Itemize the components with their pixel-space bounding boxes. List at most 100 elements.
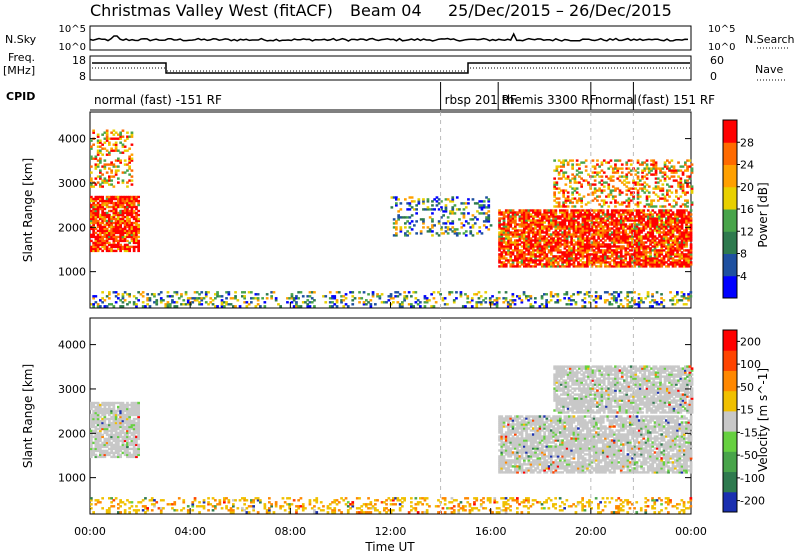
data-cell [110,427,113,431]
data-cell [679,179,683,182]
data-cell [637,209,641,212]
data-cell [112,413,116,417]
data-cell [662,263,666,266]
date-range: 25/Dec/2015 – 26/Dec/2015 [448,1,672,20]
data-cell [545,245,549,248]
data-cell [670,191,674,194]
data-cell [565,239,569,242]
data-cell [550,225,553,228]
data-cell [655,263,659,266]
data-cell [523,447,526,450]
data-cell [687,237,691,240]
data-cell [502,215,506,218]
data-cell [617,251,621,254]
data-cell [677,185,680,188]
data-cell [559,223,562,226]
data-cell [608,217,612,220]
data-cell [90,205,93,209]
data-cell [509,263,513,266]
data-cell [498,459,501,462]
data-cell [96,163,100,166]
data-cell [541,213,544,216]
data-cell [678,247,682,250]
data-cell [601,235,605,238]
data-cell [99,161,102,164]
data-cell [123,159,127,162]
data-cell [511,453,515,456]
data-cell [556,299,560,302]
data-cell [119,299,122,302]
data-cell [94,211,98,215]
data-cell [555,201,559,204]
data-cell [507,427,510,430]
data-cell [523,237,526,240]
data-cell [525,245,528,248]
data-cell [624,223,628,226]
data-cell [110,199,113,203]
data-cell [568,221,571,224]
data-cell [684,203,687,206]
data-cell [509,455,513,458]
data-cell [451,210,455,213]
data-cell [538,259,542,262]
data-cell [674,215,677,218]
data-cell [99,197,102,201]
data-cell [117,245,120,249]
data-cell [92,157,95,160]
data-cell [495,297,499,300]
data-cell [620,181,624,184]
data-cell [629,163,633,166]
data-cell [433,198,436,201]
data-cell [99,453,102,457]
data-cell [550,235,553,238]
data-cell [590,263,594,266]
data-cell [608,245,612,248]
data-cell [99,139,102,142]
data-cell [395,202,398,205]
data-cell [482,299,485,302]
data-cell [227,291,231,294]
data-cell [166,295,170,298]
data-cell [527,249,531,252]
data-cell [114,145,118,148]
data-cell [101,403,104,407]
data-cell [94,217,98,221]
data-cell [681,187,685,190]
data-cell [516,249,519,252]
data-cell [613,219,616,222]
data-cell [685,261,688,264]
data-cell [112,233,116,237]
data-cell [689,225,693,228]
data-cell [667,253,670,256]
data-cell [684,199,687,202]
data-cell [448,291,451,294]
data-cell [612,291,616,294]
data-cell [614,201,617,204]
data-cell [529,241,533,244]
data-cell [195,291,199,294]
data-cell [110,237,113,241]
data-cell [561,265,564,268]
data-cell [552,295,555,298]
data-cell [103,179,107,182]
data-cell [662,239,666,242]
data-cell [662,245,666,248]
data-cell [399,230,403,233]
data-cell [617,229,621,232]
data-cell [565,237,569,240]
data-cell [662,259,666,262]
data-cell [114,409,118,413]
data-cell [565,215,569,218]
data-cell [687,297,690,300]
data-cell [563,235,567,238]
data-cell [586,221,589,224]
data-cell [563,239,567,242]
data-cell [644,215,648,218]
data-cell [423,297,427,300]
data-cell [135,305,138,308]
data-cell [112,409,116,413]
data-cell [130,245,134,249]
data-cell [103,223,107,227]
data-cell [631,265,634,268]
data-cell [588,255,591,258]
